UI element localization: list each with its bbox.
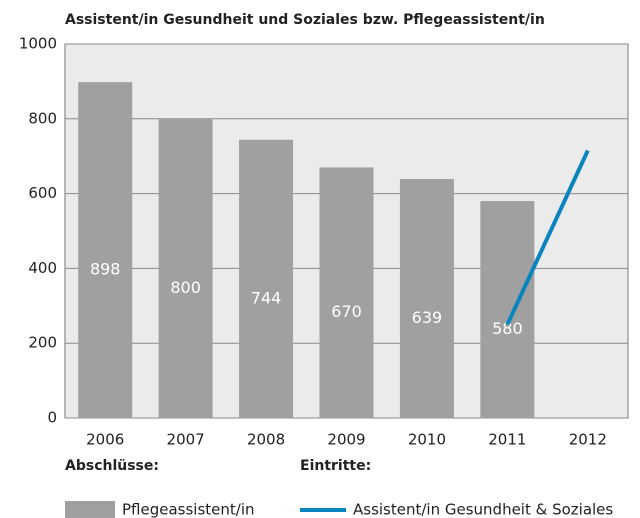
bar-value-label: 580 bbox=[492, 319, 523, 338]
legend-swatch bbox=[65, 501, 115, 518]
line bbox=[505, 149, 590, 326]
bar bbox=[239, 139, 294, 418]
y-tick-label: 1000 bbox=[19, 35, 57, 53]
bar bbox=[399, 179, 454, 418]
legend-label: Pflegeassistent/in bbox=[122, 501, 255, 518]
y-tick-label: 200 bbox=[28, 334, 57, 352]
x-tick-label: 2011 bbox=[488, 431, 526, 449]
x-tick-label: 2010 bbox=[408, 431, 446, 449]
bar bbox=[78, 82, 133, 418]
chart-title: Assistent/in Gesundheit und Soziales bzw… bbox=[65, 12, 545, 28]
x-tick-label: 2006 bbox=[86, 431, 124, 449]
x-tick-label: 2009 bbox=[327, 431, 365, 449]
legend-heading: Abschlüsse: bbox=[65, 458, 159, 474]
x-tick-label: 2007 bbox=[167, 431, 205, 449]
y-tick-label: 0 bbox=[47, 409, 57, 427]
bar-value-label: 800 bbox=[170, 278, 201, 297]
y-tick-label: 400 bbox=[28, 259, 57, 277]
y-tick-label: 600 bbox=[28, 184, 57, 202]
legend-heading: Eintritte: bbox=[300, 458, 371, 474]
y-tick-label: 800 bbox=[28, 109, 57, 127]
bar-value-label: 898 bbox=[90, 260, 121, 279]
x-tick-label: 2008 bbox=[247, 431, 285, 449]
bar bbox=[158, 118, 213, 419]
legend-label: Assistent/in Gesundheit & Soziales bbox=[353, 501, 613, 518]
bar bbox=[319, 167, 374, 418]
bar-value-label: 639 bbox=[412, 308, 443, 327]
x-tick-label: 2012 bbox=[569, 431, 607, 449]
bar-value-label: 744 bbox=[251, 288, 282, 307]
bar bbox=[480, 201, 535, 418]
bar-value-label: 670 bbox=[331, 302, 362, 321]
